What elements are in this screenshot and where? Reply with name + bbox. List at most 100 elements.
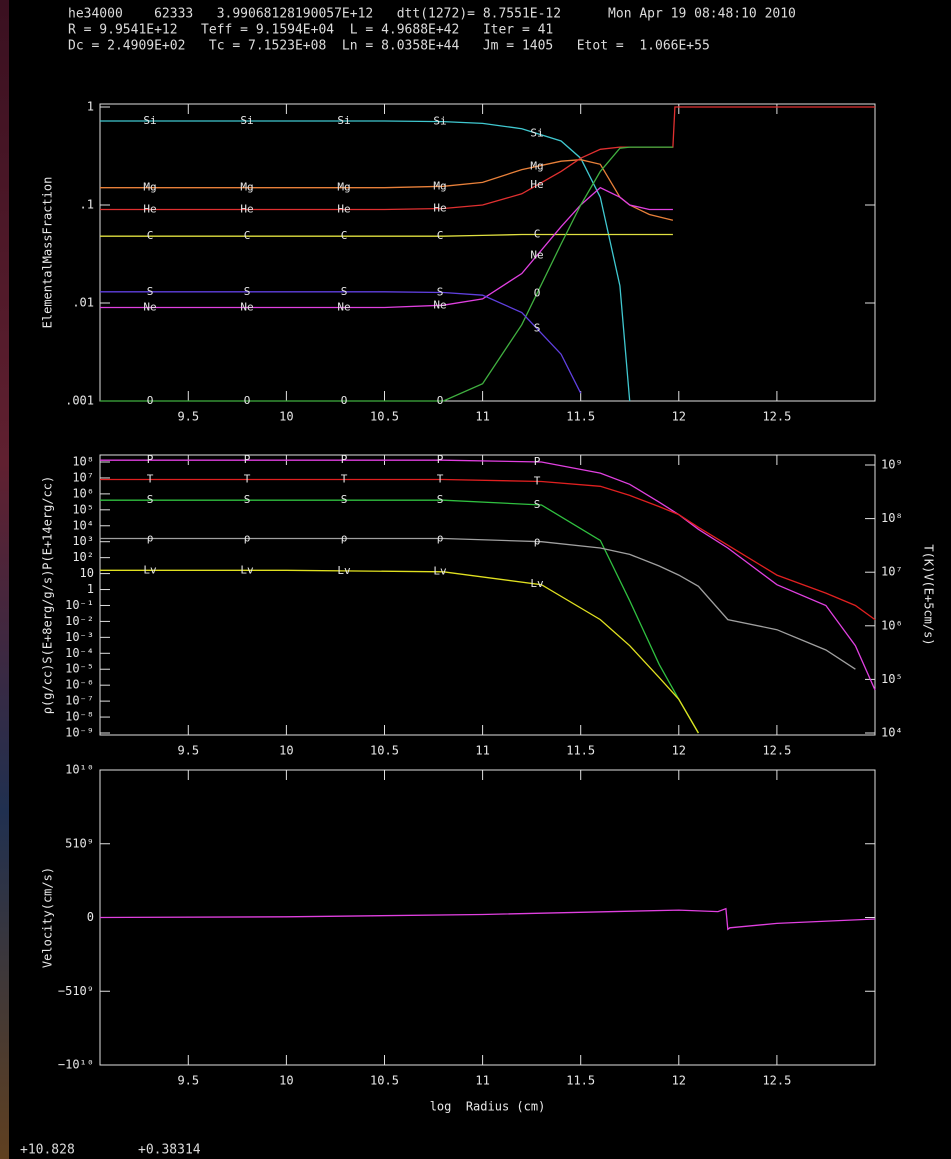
y-tick-label: 10⁶ [72, 486, 94, 500]
x-tick-label: 9.5 [177, 1074, 199, 1088]
header-line: R = 9.9541E+12 Teff = 9.1594E+04 L = 4.9… [68, 23, 553, 38]
curve-label: P [341, 453, 348, 466]
y-tick-label: 10⁻³ [65, 630, 94, 644]
curve-label: He [143, 202, 156, 215]
curve-label: T [437, 472, 444, 485]
curve-label: S [534, 322, 541, 335]
curve-label: Si [433, 115, 446, 128]
curve-label: Ne [530, 248, 543, 261]
curve-label: Si [143, 114, 156, 127]
x-tick-label: 11 [475, 1074, 489, 1088]
curve-label: O [534, 287, 541, 300]
curve-label: ρ [244, 531, 251, 544]
y-tick-label: 10⁻² [65, 614, 94, 628]
x-tick-label: 10.5 [370, 410, 399, 424]
x-tick-label: 11 [475, 410, 489, 424]
curve-label: Mg [433, 179, 446, 192]
y-tick-label: 10 [80, 566, 94, 580]
curve-label: He [530, 178, 543, 191]
x-tick-label: 10 [279, 744, 293, 758]
curve-label: C [534, 228, 541, 241]
curve-label: S [147, 285, 154, 298]
y-tick-label: .01 [72, 296, 94, 310]
y-tick-label: 10⁷ [72, 470, 94, 484]
curve-label: Mg [337, 181, 350, 194]
curve-label: He [433, 202, 446, 215]
curve-label: C [147, 229, 154, 242]
y-tick-label: 10⁸ [72, 455, 94, 469]
y-tick-label: 1 [87, 100, 94, 114]
y-tick-label: 10⁻⁸ [65, 710, 94, 724]
y-tick-label: −10¹⁰ [58, 1058, 94, 1072]
x-tick-label: 11 [475, 744, 489, 758]
x-tick-label: 12 [672, 1074, 686, 1088]
curve-label: Mg [530, 159, 543, 172]
curve-label: Mg [143, 181, 156, 194]
y-tick-label: 10⁴ [72, 518, 94, 532]
curve-label: O [437, 394, 444, 407]
x-tick-label: 9.5 [177, 744, 199, 758]
curve-label: O [244, 394, 251, 407]
y2-tick-label: 10⁵ [881, 672, 903, 686]
curve-label: S [244, 285, 251, 298]
curve-label: ρ [147, 531, 154, 544]
x-tick-label: 12 [672, 744, 686, 758]
y-axis-label: ElementalMassFraction [41, 177, 55, 329]
header-line: Dc = 2.4909E+02 Tc = 7.1523E+08 Ln = 8.0… [68, 39, 710, 54]
curve-label: He [337, 202, 350, 215]
curve-label: S [244, 493, 251, 506]
y-tick-label: 10⁻⁴ [65, 646, 94, 660]
y-tick-label: 10⁻¹ [65, 598, 94, 612]
curve-label: Si [240, 114, 253, 127]
y-tick-label: 10⁻⁶ [65, 678, 94, 692]
curve-label: Ne [143, 300, 156, 313]
curve-label: T [244, 472, 251, 485]
y-tick-label: .1 [80, 198, 94, 212]
curve-label: Ne [433, 298, 446, 311]
y-tick-label: 10⁻⁷ [65, 694, 94, 708]
x-tick-label: 9.5 [177, 410, 199, 424]
curve-label: ρ [437, 531, 444, 544]
x-tick-label: 10 [279, 410, 293, 424]
y-axis-label: Velocity(cm/s) [41, 867, 55, 968]
y-tick-label: 510⁹ [65, 836, 94, 850]
y-tick-label: 1 [87, 582, 94, 596]
screen: he34000 62333 3.99068128190057E+12 dtt(1… [0, 0, 951, 1159]
curve-label: S [534, 498, 541, 511]
y2-tick-label: 10⁴ [881, 726, 903, 740]
curve-label: T [341, 472, 348, 485]
curve-label: Lv [433, 565, 447, 578]
curve-label: S [147, 493, 154, 506]
x-tick-label: 10.5 [370, 1074, 399, 1088]
curve-label: T [534, 474, 541, 487]
curve-label: T [147, 472, 154, 485]
curve-label: C [341, 229, 348, 242]
x-tick-label: 10.5 [370, 744, 399, 758]
curve-label: Ne [337, 300, 350, 313]
curve-label: Si [530, 126, 543, 139]
y-tick-label: 0 [87, 910, 94, 924]
x-tick-label: 12.5 [762, 744, 791, 758]
x-axis-label: log Radius (cm) [430, 1100, 546, 1114]
curve-label: Ne [240, 300, 253, 313]
y-tick-label: .001 [65, 394, 94, 408]
x-tick-label: 11.5 [566, 744, 595, 758]
y2-tick-label: 10⁷ [881, 565, 903, 579]
x-tick-label: 10 [279, 1074, 293, 1088]
background [0, 0, 951, 1159]
y-tick-label: 10¹⁰ [65, 763, 94, 777]
curve-label: P [437, 453, 444, 466]
y-tick-label: 10⁵ [72, 502, 94, 516]
y-tick-label: 10⁻⁵ [65, 662, 94, 676]
curve-label: O [341, 394, 348, 407]
y-tick-label: 10³ [72, 534, 94, 548]
y2-tick-label: 10⁹ [881, 458, 903, 472]
curve-label: Si [337, 114, 350, 127]
x-tick-label: 12.5 [762, 410, 791, 424]
x-tick-label: 12 [672, 410, 686, 424]
curve-label: Lv [337, 564, 351, 577]
curve-label: S [341, 493, 348, 506]
curve-label: P [147, 453, 154, 466]
x-tick-label: 11.5 [566, 1074, 595, 1088]
y2-tick-label: 10⁶ [881, 618, 903, 632]
